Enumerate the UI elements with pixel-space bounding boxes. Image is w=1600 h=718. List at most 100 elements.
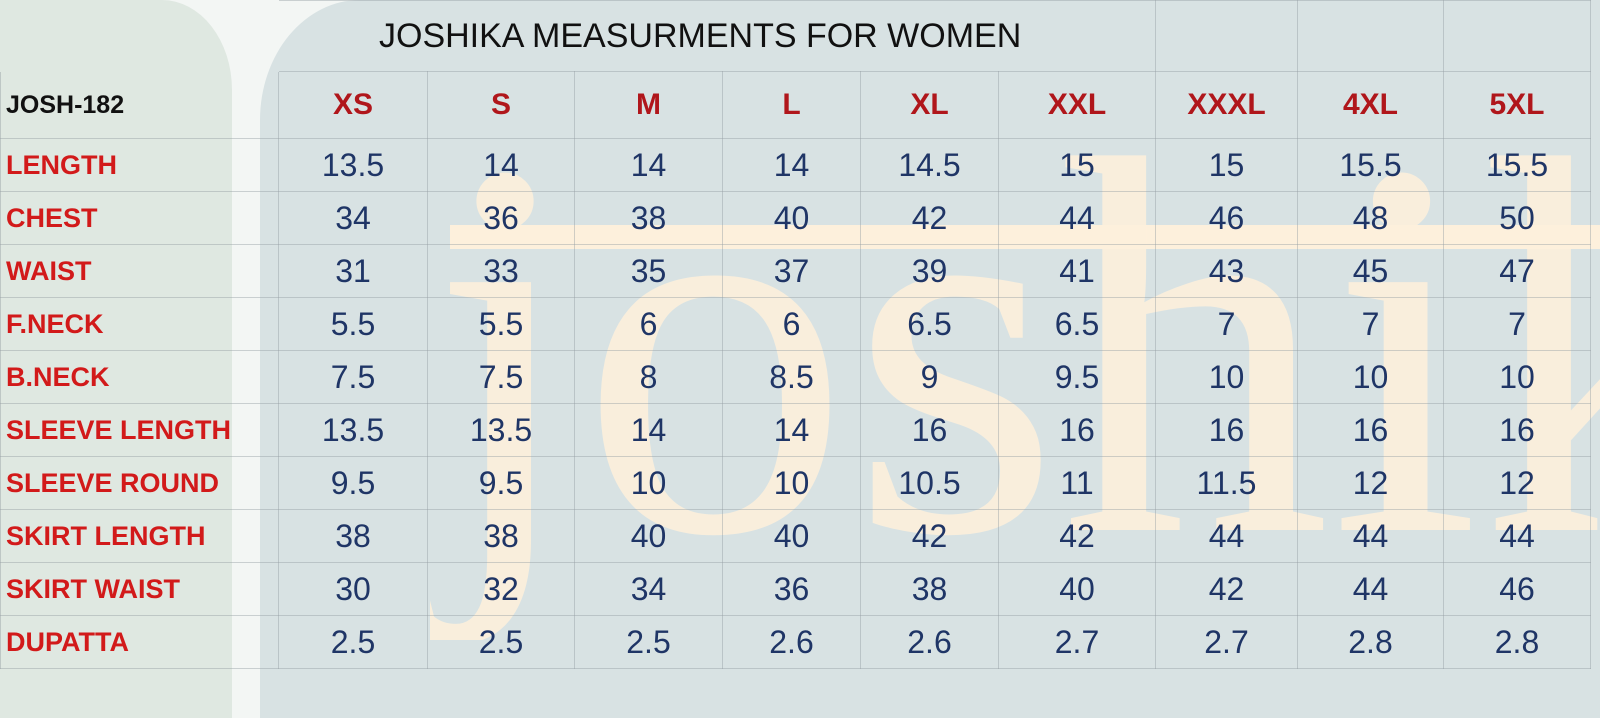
measurement-value: 7 [1297,297,1444,351]
measurement-value: 12 [1443,456,1591,510]
measurement-value: 50 [1443,191,1591,245]
size-header: M [574,71,723,139]
measurement-label: F.NECK [0,297,279,351]
measurement-value: 5.5 [427,297,575,351]
measurement-value: 2.7 [998,615,1156,669]
title-row: JOSHIKA MEASURMENTS FOR WOMEN [1,0,1591,72]
measurement-value: 2.5 [574,615,723,669]
measurement-value: 15.5 [1443,138,1591,192]
measurement-value: 14 [427,138,575,192]
table-row: DUPATTA 2.5 2.5 2.5 2.6 2.6 2.7 2.7 2.8 2.8 [0,615,1591,669]
measurement-value: 11 [998,456,1156,510]
measurement-value: 2.6 [860,615,999,669]
measurement-value: 37 [722,244,861,298]
size-header: XL [860,71,999,139]
measurement-value: 16 [1443,403,1591,457]
measurement-value: 2.8 [1297,615,1444,669]
measurement-value: 46 [1443,562,1591,616]
measurement-value: 48 [1297,191,1444,245]
table-row: SLEEVE ROUND 9.5 9.5 10 10 10.5 11 11.5 12 12 [0,456,1591,510]
measurement-value: 6.5 [860,297,999,351]
measurement-value: 13.5 [278,403,428,457]
measurement-label: SKIRT LENGTH [0,509,279,563]
measurement-label: SKIRT WAIST [0,562,279,616]
measurement-value: 40 [722,191,861,245]
size-header: XXL [998,71,1156,139]
measurement-value: 15 [998,138,1156,192]
sheet-title: JOSHIKA MEASURMENTS FOR WOMEN [278,0,1156,72]
measurement-value: 36 [427,191,575,245]
table-row: SKIRT LENGTH 38 38 40 40 42 42 44 44 44 [0,509,1591,563]
size-header: XS [278,71,428,139]
measurement-value: 30 [278,562,428,616]
size-header: 5XL [1443,71,1591,139]
measurement-value: 40 [722,509,861,563]
measurement-value: 9 [860,350,999,404]
measurement-value: 15.5 [1297,138,1444,192]
measurement-value: 14 [574,138,723,192]
measurement-value: 12 [1297,456,1444,510]
measurement-value: 8 [574,350,723,404]
measurement-value: 44 [1155,509,1298,563]
measurement-value: 9.5 [998,350,1156,404]
size-header: 4XL [1297,71,1444,139]
table-row: SKIRT WAIST 30 32 34 36 38 40 42 44 46 [0,562,1591,616]
measurement-value: 9.5 [278,456,428,510]
measurement-value: 33 [427,244,575,298]
measurement-value: 14.5 [860,138,999,192]
measurement-value: 16 [860,403,999,457]
measurement-value: 38 [574,191,723,245]
measurement-label: WAIST [0,244,279,298]
size-header: L [722,71,861,139]
measurement-value: 47 [1443,244,1591,298]
table-row: CHEST 34 36 38 40 42 44 46 48 50 [0,191,1591,245]
measurement-table: JOSHIKA MEASURMENTS FOR WOMEN JOSH-182 X… [0,0,1591,669]
measurement-value: 45 [1297,244,1444,298]
measurement-value: 14 [722,403,861,457]
measurement-value: 44 [1297,509,1444,563]
measurement-value: 7.5 [278,350,428,404]
measurement-value: 7.5 [427,350,575,404]
table-row: WAIST 31 33 35 37 39 41 43 45 47 [0,244,1591,298]
measurement-value: 13.5 [427,403,575,457]
measurement-value: 40 [574,509,723,563]
measurement-value: 43 [1155,244,1298,298]
measurement-value: 41 [998,244,1156,298]
measurement-value: 44 [998,191,1156,245]
measurement-value: 5.5 [278,297,428,351]
measurement-value: 8.5 [722,350,861,404]
measurement-value: 10.5 [860,456,999,510]
measurement-value: 42 [1155,562,1298,616]
size-header-row: JOSH-182 XS S M L XL XXL XXXL 4XL 5XL [0,71,1591,139]
measurement-value: 35 [574,244,723,298]
measurement-value: 34 [574,562,723,616]
measurement-value: 14 [722,138,861,192]
measurement-label: SLEEVE ROUND [0,456,279,510]
measurement-value: 42 [860,509,999,563]
measurement-value: 7 [1155,297,1298,351]
measurement-value: 10 [1297,350,1444,404]
measurement-label: B.NECK [0,350,279,404]
table-row: F.NECK 5.5 5.5 6 6 6.5 6.5 7 7 7 [0,297,1591,351]
measurement-value: 44 [1443,509,1591,563]
measurement-label: LENGTH [0,138,279,192]
measurement-value: 46 [1155,191,1298,245]
measurement-value: 14 [574,403,723,457]
measurement-label: DUPATTA [0,615,279,669]
measurement-value: 10 [722,456,861,510]
measurement-value: 9.5 [427,456,575,510]
measurement-value: 2.5 [278,615,428,669]
size-header: S [427,71,575,139]
measurement-value: 2.7 [1155,615,1298,669]
measurement-value: 6.5 [998,297,1156,351]
measurement-value: 31 [278,244,428,298]
table-row: B.NECK 7.5 7.5 8 8.5 9 9.5 10 10 10 [0,350,1591,404]
measurement-value: 16 [1297,403,1444,457]
size-header: XXXL [1155,71,1298,139]
measurement-value: 15 [1155,138,1298,192]
measurement-value: 11.5 [1155,456,1298,510]
measurement-label: CHEST [0,191,279,245]
measurement-value: 16 [998,403,1156,457]
measurement-value: 36 [722,562,861,616]
measurement-value: 38 [278,509,428,563]
